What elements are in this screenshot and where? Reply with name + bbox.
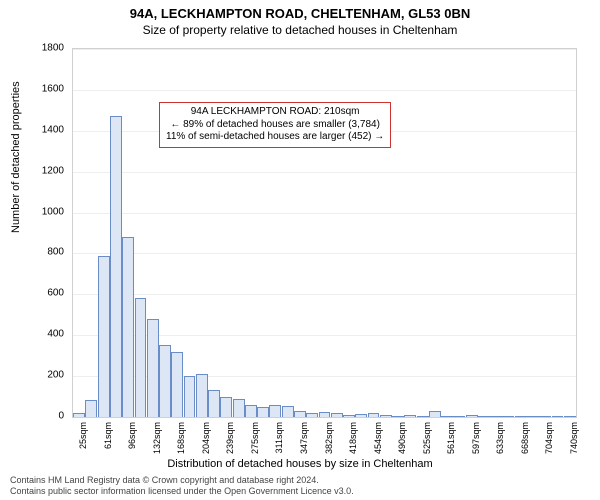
- plot-area: 94A LECKHAMPTON ROAD: 210sqm ← 89% of de…: [72, 48, 577, 418]
- bar: [220, 397, 232, 417]
- footer-line-1: Contains HM Land Registry data © Crown c…: [10, 475, 354, 485]
- bar: [392, 416, 404, 417]
- x-tick-label: 418sqm: [348, 422, 358, 454]
- x-tick-label: 311sqm: [274, 422, 284, 453]
- bar: [147, 319, 159, 417]
- bar: [233, 399, 245, 417]
- bar: [564, 416, 576, 417]
- bar: [404, 415, 416, 417]
- bar: [282, 406, 294, 417]
- bar: [171, 352, 183, 417]
- x-tick-label: 61sqm: [103, 422, 113, 449]
- y-axis-ticks: 020040060080010001200140016001800: [0, 48, 68, 418]
- x-tick-label: 490sqm: [397, 422, 407, 454]
- bar: [159, 345, 171, 417]
- footer-attribution: Contains HM Land Registry data © Crown c…: [10, 475, 354, 496]
- bar: [417, 416, 429, 417]
- footer-line-2: Contains public sector information licen…: [10, 486, 354, 496]
- bar: [539, 416, 551, 417]
- bar: [466, 415, 478, 417]
- bar: [122, 237, 134, 417]
- callout-box: 94A LECKHAMPTON ROAD: 210sqm ← 89% of de…: [159, 102, 391, 148]
- bar: [184, 376, 196, 417]
- bar: [208, 390, 220, 417]
- bar: [502, 416, 514, 417]
- y-tick-label: 200: [4, 370, 64, 381]
- chart-title: 94A, LECKHAMPTON ROAD, CHELTENHAM, GL53 …: [0, 0, 600, 21]
- x-tick-label: 704sqm: [544, 422, 554, 454]
- y-tick-label: 1400: [4, 124, 64, 135]
- y-tick-label: 1000: [4, 206, 64, 217]
- x-tick-label: 382sqm: [324, 422, 334, 454]
- x-tick-label: 633sqm: [495, 422, 505, 454]
- x-tick-label: 275sqm: [250, 422, 260, 454]
- x-tick-label: 347sqm: [299, 422, 309, 454]
- y-tick-label: 1600: [4, 83, 64, 94]
- x-axis-ticks: 25sqm 61sqm 96sqm 132sqm 168sqm 204sqm 239sqm 2…: [72, 420, 577, 458]
- x-tick-label: 96sqm: [127, 422, 137, 449]
- bar: [257, 407, 269, 417]
- bar: [478, 416, 490, 417]
- bar: [135, 298, 147, 417]
- bar: [429, 411, 441, 417]
- bar: [552, 416, 564, 417]
- bar: [73, 413, 85, 417]
- bar: [343, 415, 355, 417]
- bar: [527, 416, 539, 417]
- x-tick-label: 204sqm: [201, 422, 211, 454]
- callout-line-3: 11% of semi-detached houses are larger (…: [166, 131, 384, 144]
- y-tick-label: 1200: [4, 165, 64, 176]
- bar: [269, 405, 281, 417]
- x-axis-label: Distribution of detached houses by size …: [0, 458, 600, 470]
- y-tick-label: 800: [4, 247, 64, 258]
- bar: [98, 256, 110, 418]
- bar: [319, 412, 331, 417]
- chart-container: 94A, LECKHAMPTON ROAD, CHELTENHAM, GL53 …: [0, 0, 600, 500]
- bar: [331, 413, 343, 417]
- x-tick-label: 454sqm: [373, 422, 383, 454]
- bar: [355, 414, 367, 417]
- y-tick-label: 0: [4, 411, 64, 422]
- chart-subtitle: Size of property relative to detached ho…: [0, 21, 600, 37]
- bar: [490, 416, 502, 417]
- x-tick-label: 25sqm: [78, 422, 88, 449]
- y-tick-label: 600: [4, 288, 64, 299]
- bar: [110, 116, 122, 417]
- x-tick-label: 132sqm: [152, 422, 162, 454]
- bar: [380, 415, 392, 417]
- bar: [441, 416, 453, 417]
- bar: [294, 411, 306, 417]
- x-tick-label: 525sqm: [422, 422, 432, 454]
- y-tick-label: 400: [4, 329, 64, 340]
- y-tick-label: 1800: [4, 43, 64, 54]
- callout-line-2: ← 89% of detached houses are smaller (3,…: [166, 119, 384, 132]
- bar: [306, 413, 318, 417]
- bar: [453, 416, 465, 417]
- bar: [515, 416, 527, 417]
- bar: [245, 405, 257, 417]
- bar: [85, 400, 97, 417]
- callout-line-1: 94A LECKHAMPTON ROAD: 210sqm: [166, 106, 384, 119]
- x-tick-label: 168sqm: [176, 422, 186, 454]
- bar: [368, 413, 380, 417]
- x-tick-label: 740sqm: [569, 422, 579, 454]
- x-tick-label: 668sqm: [520, 422, 530, 454]
- x-tick-label: 597sqm: [471, 422, 481, 454]
- x-tick-label: 239sqm: [225, 422, 235, 454]
- bar: [196, 374, 208, 417]
- x-tick-label: 561sqm: [446, 422, 456, 454]
